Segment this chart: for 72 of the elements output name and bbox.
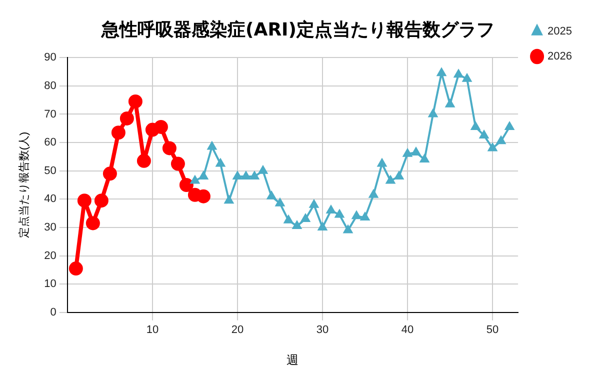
point bbox=[77, 194, 92, 208]
point bbox=[428, 109, 438, 118]
y-tick-label: 90 bbox=[44, 52, 56, 64]
y-tick-label: 10 bbox=[44, 278, 56, 290]
point bbox=[68, 262, 83, 276]
point bbox=[154, 120, 168, 134]
point bbox=[216, 158, 225, 167]
point bbox=[120, 111, 134, 126]
point bbox=[128, 94, 142, 108]
point bbox=[369, 190, 378, 198]
point bbox=[403, 148, 412, 157]
legend-label: 2026 bbox=[548, 50, 572, 63]
point bbox=[437, 68, 446, 76]
x-axis-title: 週 bbox=[286, 353, 299, 368]
point bbox=[284, 215, 293, 224]
point bbox=[420, 154, 429, 163]
point bbox=[326, 205, 336, 214]
point bbox=[199, 172, 208, 180]
point bbox=[162, 141, 176, 156]
point bbox=[179, 178, 194, 192]
point bbox=[462, 74, 472, 82]
point bbox=[446, 99, 454, 108]
x-tick-label: 20 bbox=[231, 324, 244, 336]
x-tick-label: 30 bbox=[316, 324, 329, 336]
point bbox=[292, 221, 302, 230]
point bbox=[335, 210, 344, 218]
x-tick-label: 10 bbox=[146, 324, 159, 336]
y-tick-label: 70 bbox=[44, 108, 56, 120]
point bbox=[86, 216, 100, 230]
point bbox=[276, 198, 284, 206]
point bbox=[496, 136, 506, 144]
x-tick-label: 50 bbox=[486, 324, 499, 336]
y-tick-label: 20 bbox=[44, 250, 56, 262]
y-tick-label: 50 bbox=[44, 164, 56, 177]
y-axis-title: 定点当たり報告数(人) bbox=[18, 132, 31, 238]
point bbox=[190, 176, 200, 184]
point bbox=[454, 70, 463, 78]
point bbox=[352, 211, 361, 220]
chart-title: 急性呼吸器感染症(ARI)定点当たり報告数グラフ bbox=[100, 19, 494, 40]
point bbox=[412, 147, 420, 156]
point bbox=[111, 126, 126, 140]
point bbox=[488, 143, 497, 152]
point bbox=[250, 172, 259, 180]
x-tick-label: 40 bbox=[401, 324, 414, 336]
point bbox=[136, 154, 151, 168]
point bbox=[505, 122, 514, 130]
point bbox=[310, 200, 318, 208]
y-tick-label: 30 bbox=[44, 222, 56, 234]
point bbox=[208, 142, 216, 150]
y-tick-label: 80 bbox=[44, 80, 56, 92]
point bbox=[360, 212, 370, 221]
point bbox=[480, 130, 488, 138]
point bbox=[94, 194, 108, 208]
point bbox=[102, 166, 117, 181]
point bbox=[386, 176, 395, 184]
point bbox=[224, 196, 234, 204]
point bbox=[258, 166, 268, 174]
y-tick-label: 0 bbox=[50, 306, 56, 318]
point bbox=[378, 158, 386, 167]
point bbox=[301, 214, 310, 222]
point bbox=[394, 172, 404, 180]
point bbox=[344, 225, 352, 234]
point bbox=[196, 189, 210, 204]
point bbox=[267, 191, 276, 200]
y-tick-label: 60 bbox=[44, 136, 56, 149]
point bbox=[233, 172, 242, 180]
point bbox=[318, 222, 327, 230]
point bbox=[242, 172, 250, 180]
point bbox=[471, 122, 480, 130]
y-tick-label: 40 bbox=[44, 193, 56, 206]
point bbox=[170, 156, 185, 171]
legend-label: 2025 bbox=[548, 26, 572, 38]
